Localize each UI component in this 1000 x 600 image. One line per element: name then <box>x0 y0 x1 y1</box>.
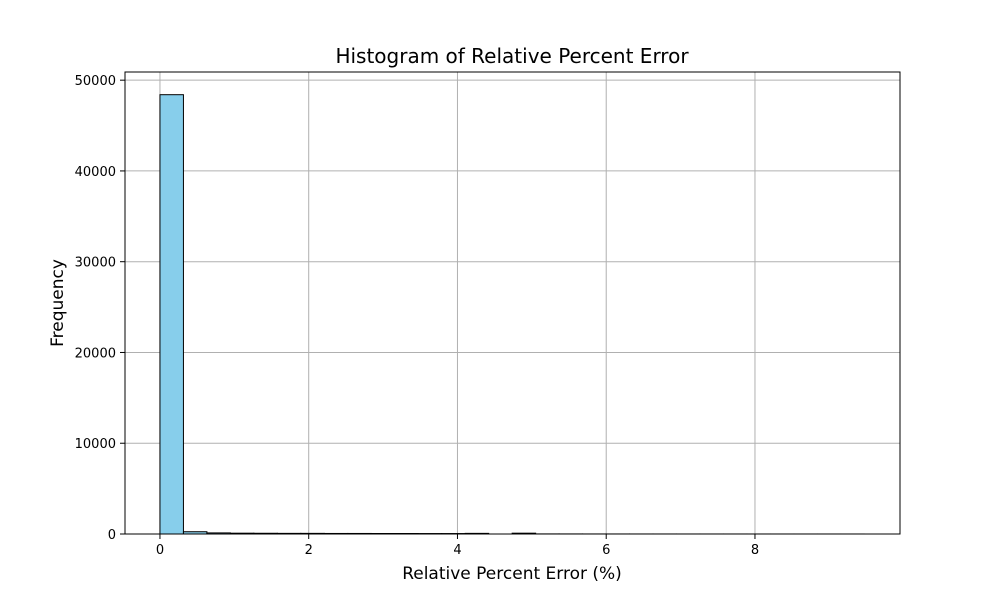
x-tick-label: 0 <box>156 543 164 558</box>
y-tick-label: 10000 <box>75 437 116 452</box>
x-tick-label: 2 <box>305 543 313 558</box>
y-tick-label: 0 <box>108 528 116 543</box>
y-tick-label: 50000 <box>75 74 116 89</box>
plot-frame <box>124 71 901 535</box>
grid-lines <box>125 72 900 535</box>
y-tick-label: 30000 <box>75 256 116 271</box>
axis-ticks: 0 2 4 6 8 0 10000 20000 30000 40000 50000 <box>75 74 759 558</box>
y-tick-label: 20000 <box>75 346 116 361</box>
x-tick-label: 4 <box>453 543 461 558</box>
y-axis-label: Frequency <box>48 259 68 347</box>
y-tick-label: 40000 <box>75 165 116 180</box>
chart-title: Histogram of Relative Percent Error <box>335 44 689 68</box>
x-axis-label: Relative Percent Error (%) <box>402 564 622 584</box>
histogram-bars <box>159 94 865 535</box>
x-tick-label: 8 <box>751 543 759 558</box>
x-tick-label: 6 <box>602 543 610 558</box>
histogram-bar <box>159 94 184 535</box>
